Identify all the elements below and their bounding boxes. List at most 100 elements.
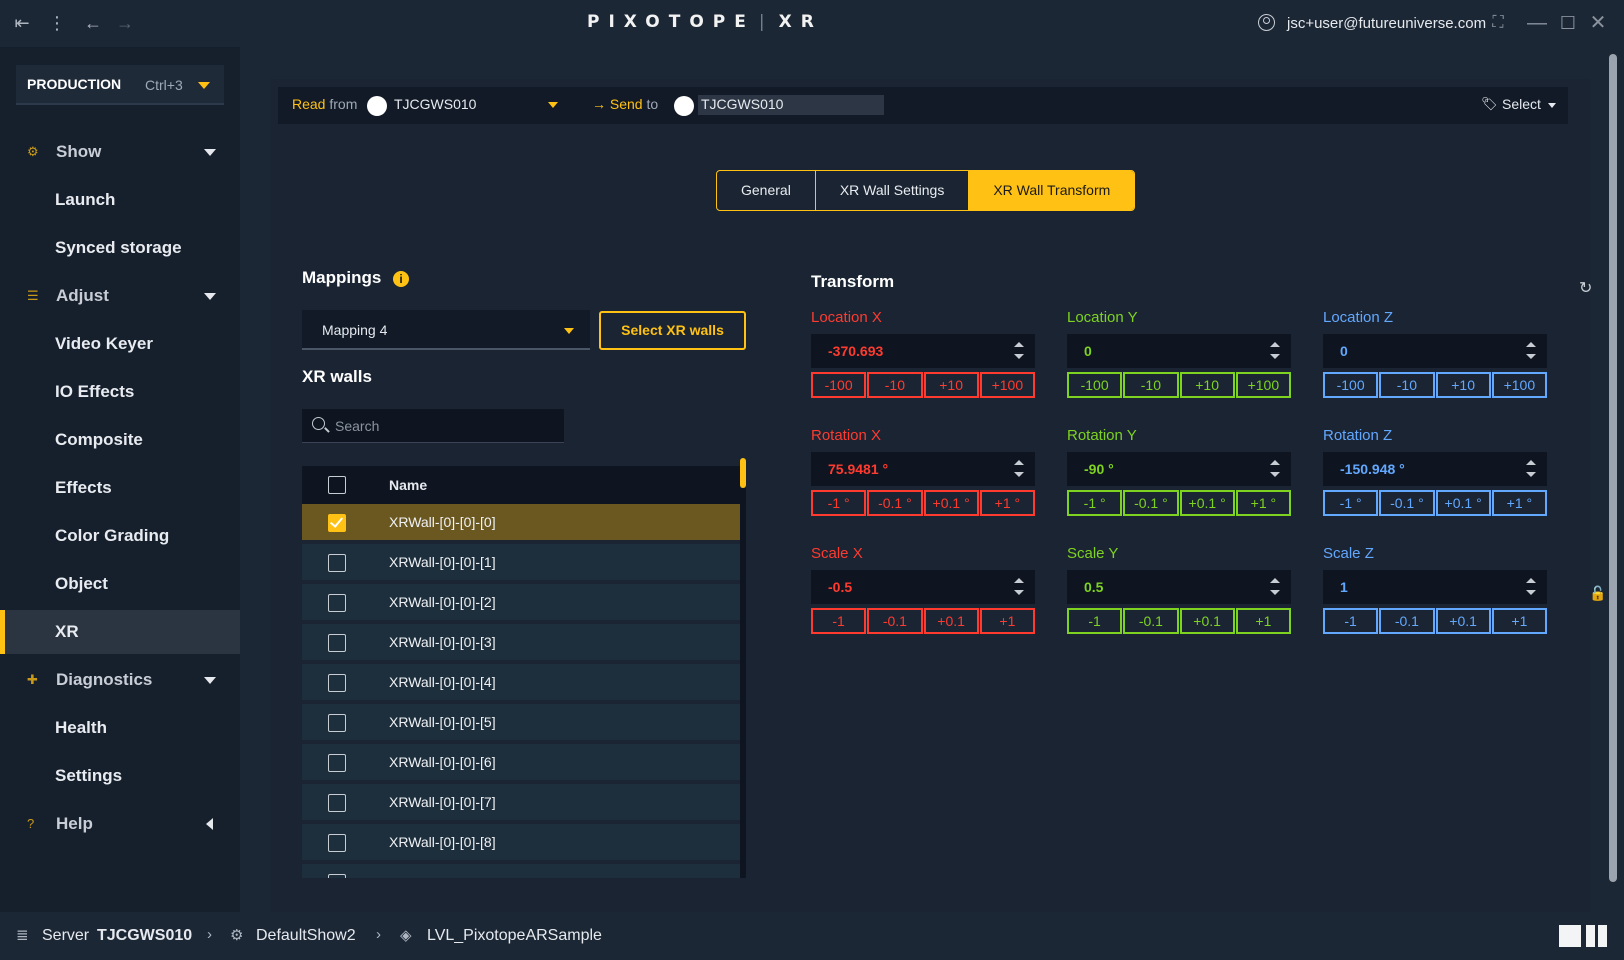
step-button[interactable]: +1 <box>1235 608 1291 634</box>
rotation-z-input[interactable]: -150.948 ° <box>1323 452 1547 486</box>
step-button[interactable]: -100 <box>1067 372 1123 398</box>
chevron-down-icon[interactable] <box>1548 103 1556 108</box>
sidebar-item-help[interactable]: ? Help <box>0 802 240 846</box>
send-machine-field[interactable] <box>698 95 884 115</box>
unlock-icon[interactable]: 🔓 <box>1589 585 1607 601</box>
rotation-y-input[interactable]: -90 ° <box>1067 452 1291 486</box>
close-icon[interactable]: ✕ <box>1589 12 1607 34</box>
chevron-down-icon[interactable] <box>548 102 558 108</box>
scale-x-input[interactable]: -0.5 <box>811 570 1035 604</box>
select-xr-walls-button[interactable]: Select XR walls <box>599 311 746 350</box>
collapse-sidebar-icon[interactable]: ⇤ <box>14 13 30 33</box>
forward-arrow-icon[interactable]: → <box>116 13 134 33</box>
row-checkbox[interactable] <box>328 794 346 812</box>
step-button[interactable]: +1 <box>979 608 1035 634</box>
step-button[interactable]: +10 <box>1179 372 1235 398</box>
info-icon[interactable]: i <box>393 271 409 287</box>
step-button[interactable]: -100 <box>1323 372 1379 398</box>
spinner-icon[interactable] <box>1270 460 1280 478</box>
row-checkbox[interactable] <box>328 674 346 692</box>
step-button[interactable]: -0.1 ° <box>1123 490 1179 516</box>
step-button[interactable]: +100 <box>1491 372 1547 398</box>
table-row[interactable]: XRWall-[0]-[0]-[8] <box>302 824 740 861</box>
location-y-input[interactable]: 0 <box>1067 334 1291 368</box>
step-button[interactable]: +0.1 ° <box>1179 490 1235 516</box>
step-button[interactable]: -0.1 <box>867 608 923 634</box>
row-checkbox[interactable] <box>328 594 346 612</box>
sidebar-item-object[interactable]: Object <box>55 574 108 593</box>
step-button[interactable]: +1 ° <box>1491 490 1547 516</box>
spinner-icon[interactable] <box>1526 460 1536 478</box>
step-button[interactable]: -10 <box>1123 372 1179 398</box>
step-button[interactable]: +10 <box>923 372 979 398</box>
sidebar-item-health[interactable]: Health <box>55 718 107 737</box>
scale-y-input[interactable]: 0.5 <box>1067 570 1291 604</box>
page-scrollbar[interactable] <box>1609 54 1617 882</box>
scale-z-input[interactable]: 1 <box>1323 570 1547 604</box>
sidebar-item-synced-storage[interactable]: Synced storage <box>55 238 182 257</box>
tab-xr-wall-transform[interactable]: XR Wall Transform <box>969 171 1135 210</box>
step-button[interactable]: +100 <box>1235 372 1291 398</box>
table-row[interactable]: XRWall-[0]-[0]-[3] <box>302 624 740 661</box>
step-button[interactable]: +0.1 ° <box>923 490 979 516</box>
server-name[interactable]: TJCGWS010 <box>97 927 193 944</box>
show-breadcrumb[interactable]: DefaultShow2 <box>256 927 356 944</box>
level-breadcrumb[interactable]: LVL_PixotopeARSample <box>427 927 602 944</box>
step-button[interactable]: -10 <box>867 372 923 398</box>
step-button[interactable]: -1 ° <box>1323 490 1379 516</box>
row-checkbox[interactable] <box>328 714 346 732</box>
location-x-input[interactable]: -370.693 <box>811 334 1035 368</box>
table-scroll-thumb[interactable] <box>740 458 746 488</box>
tab-xr-wall-settings[interactable]: XR Wall Settings <box>816 171 970 210</box>
step-button[interactable]: -10 <box>1379 372 1435 398</box>
step-button[interactable]: -1 ° <box>1067 490 1123 516</box>
select-menu[interactable]: Select <box>1502 96 1541 112</box>
sidebar-item-color-grading[interactable]: Color Grading <box>55 526 170 545</box>
step-button[interactable]: -100 <box>811 372 867 398</box>
sidebar-item-xr[interactable]: XR <box>0 610 240 654</box>
sidebar-item-show[interactable]: ⚙ Show <box>0 130 240 174</box>
row-checkbox[interactable] <box>328 554 346 572</box>
reset-icon[interactable]: ↻ <box>1579 280 1593 297</box>
production-selector[interactable]: PRODUCTION Ctrl+3 <box>16 65 224 105</box>
sidebar-item-launch[interactable]: Launch <box>55 190 116 209</box>
sidebar-item-video-keyer[interactable]: Video Keyer <box>55 334 153 353</box>
read-machine-select[interactable]: TJCGWS010 <box>394 96 477 112</box>
row-checkbox[interactable] <box>328 834 346 852</box>
step-button[interactable]: -1 <box>1067 608 1123 634</box>
sidebar-item-composite[interactable]: Composite <box>55 430 143 449</box>
sidebar-item-diagnostics[interactable]: ✚ Diagnostics <box>0 658 240 702</box>
table-row[interactable]: XRWall-[0]-[0]-[6] <box>302 744 740 781</box>
sidebar-item-io-effects[interactable]: IO Effects <box>55 382 135 401</box>
row-checkbox[interactable] <box>328 874 346 878</box>
table-row[interactable]: XRWall-[0]-[0]-[1] <box>302 544 740 581</box>
minimize-icon[interactable]: — <box>1527 12 1547 34</box>
step-button[interactable]: -0.1 ° <box>1379 490 1435 516</box>
table-row[interactable]: XRWall-[0]-[0]-[5] <box>302 704 740 741</box>
step-button[interactable]: +1 <box>1491 608 1547 634</box>
table-row[interactable]: XRWall-[0]-[0]-[7] <box>302 784 740 821</box>
spinner-icon[interactable] <box>1526 342 1536 360</box>
sidebar-item-effects[interactable]: Effects <box>55 478 112 497</box>
step-button[interactable]: +10 <box>1435 372 1491 398</box>
user-email[interactable]: jsc+user@futureuniverse.com <box>1287 15 1487 32</box>
rotation-x-input[interactable]: 75.9481 ° <box>811 452 1035 486</box>
column-name-header[interactable]: Name <box>389 477 428 493</box>
table-row[interactable]: XRWall-[0]-[0]-[0] <box>302 504 740 541</box>
step-button[interactable]: -1 ° <box>811 490 867 516</box>
row-checkbox[interactable] <box>328 754 346 772</box>
step-button[interactable]: +0.1 ° <box>1435 490 1491 516</box>
layout-single-icon[interactable] <box>1559 925 1581 947</box>
table-row[interactable]: XRWall-[0]-[0]-[4] <box>302 664 740 701</box>
step-button[interactable]: -0.1 <box>1123 608 1179 634</box>
row-checkbox[interactable] <box>328 634 346 652</box>
table-row[interactable]: XRWall-[0]-[0]-[2] <box>302 584 740 621</box>
back-arrow-icon[interactable]: ← <box>84 13 102 33</box>
table-scroll-track[interactable] <box>740 488 746 878</box>
fullscreen-icon[interactable]: ⛶ <box>1492 14 1504 31</box>
select-all-checkbox[interactable] <box>328 476 346 494</box>
spinner-icon[interactable] <box>1526 578 1536 596</box>
step-button[interactable]: +0.1 <box>923 608 979 634</box>
spinner-icon[interactable] <box>1270 342 1280 360</box>
more-menu-icon[interactable]: ⋮ <box>48 13 66 33</box>
